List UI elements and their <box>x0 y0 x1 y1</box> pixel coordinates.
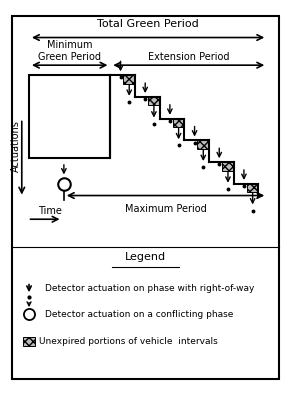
Text: Detector actuation on phase with right-of-way: Detector actuation on phase with right-o… <box>45 284 254 293</box>
Bar <box>247 184 259 192</box>
Bar <box>124 75 135 84</box>
Text: Actuations: Actuations <box>11 120 21 172</box>
Text: Legend: Legend <box>125 252 166 261</box>
Text: Minimum
Green Period: Minimum Green Period <box>38 40 101 62</box>
Text: Time: Time <box>38 206 62 216</box>
Text: Extension Period: Extension Period <box>148 52 230 62</box>
Bar <box>148 97 160 105</box>
Text: Detector actuation on a conflicting phase: Detector actuation on a conflicting phas… <box>45 310 233 318</box>
Bar <box>173 118 185 127</box>
Text: Unexpired portions of vehicle  intervals: Unexpired portions of vehicle intervals <box>39 337 217 346</box>
Bar <box>198 140 209 149</box>
Bar <box>29 75 110 158</box>
Bar <box>23 337 35 346</box>
Text: Maximum Period: Maximum Period <box>125 204 206 214</box>
Text: Total Green Period: Total Green Period <box>97 19 199 29</box>
Bar <box>222 162 234 171</box>
